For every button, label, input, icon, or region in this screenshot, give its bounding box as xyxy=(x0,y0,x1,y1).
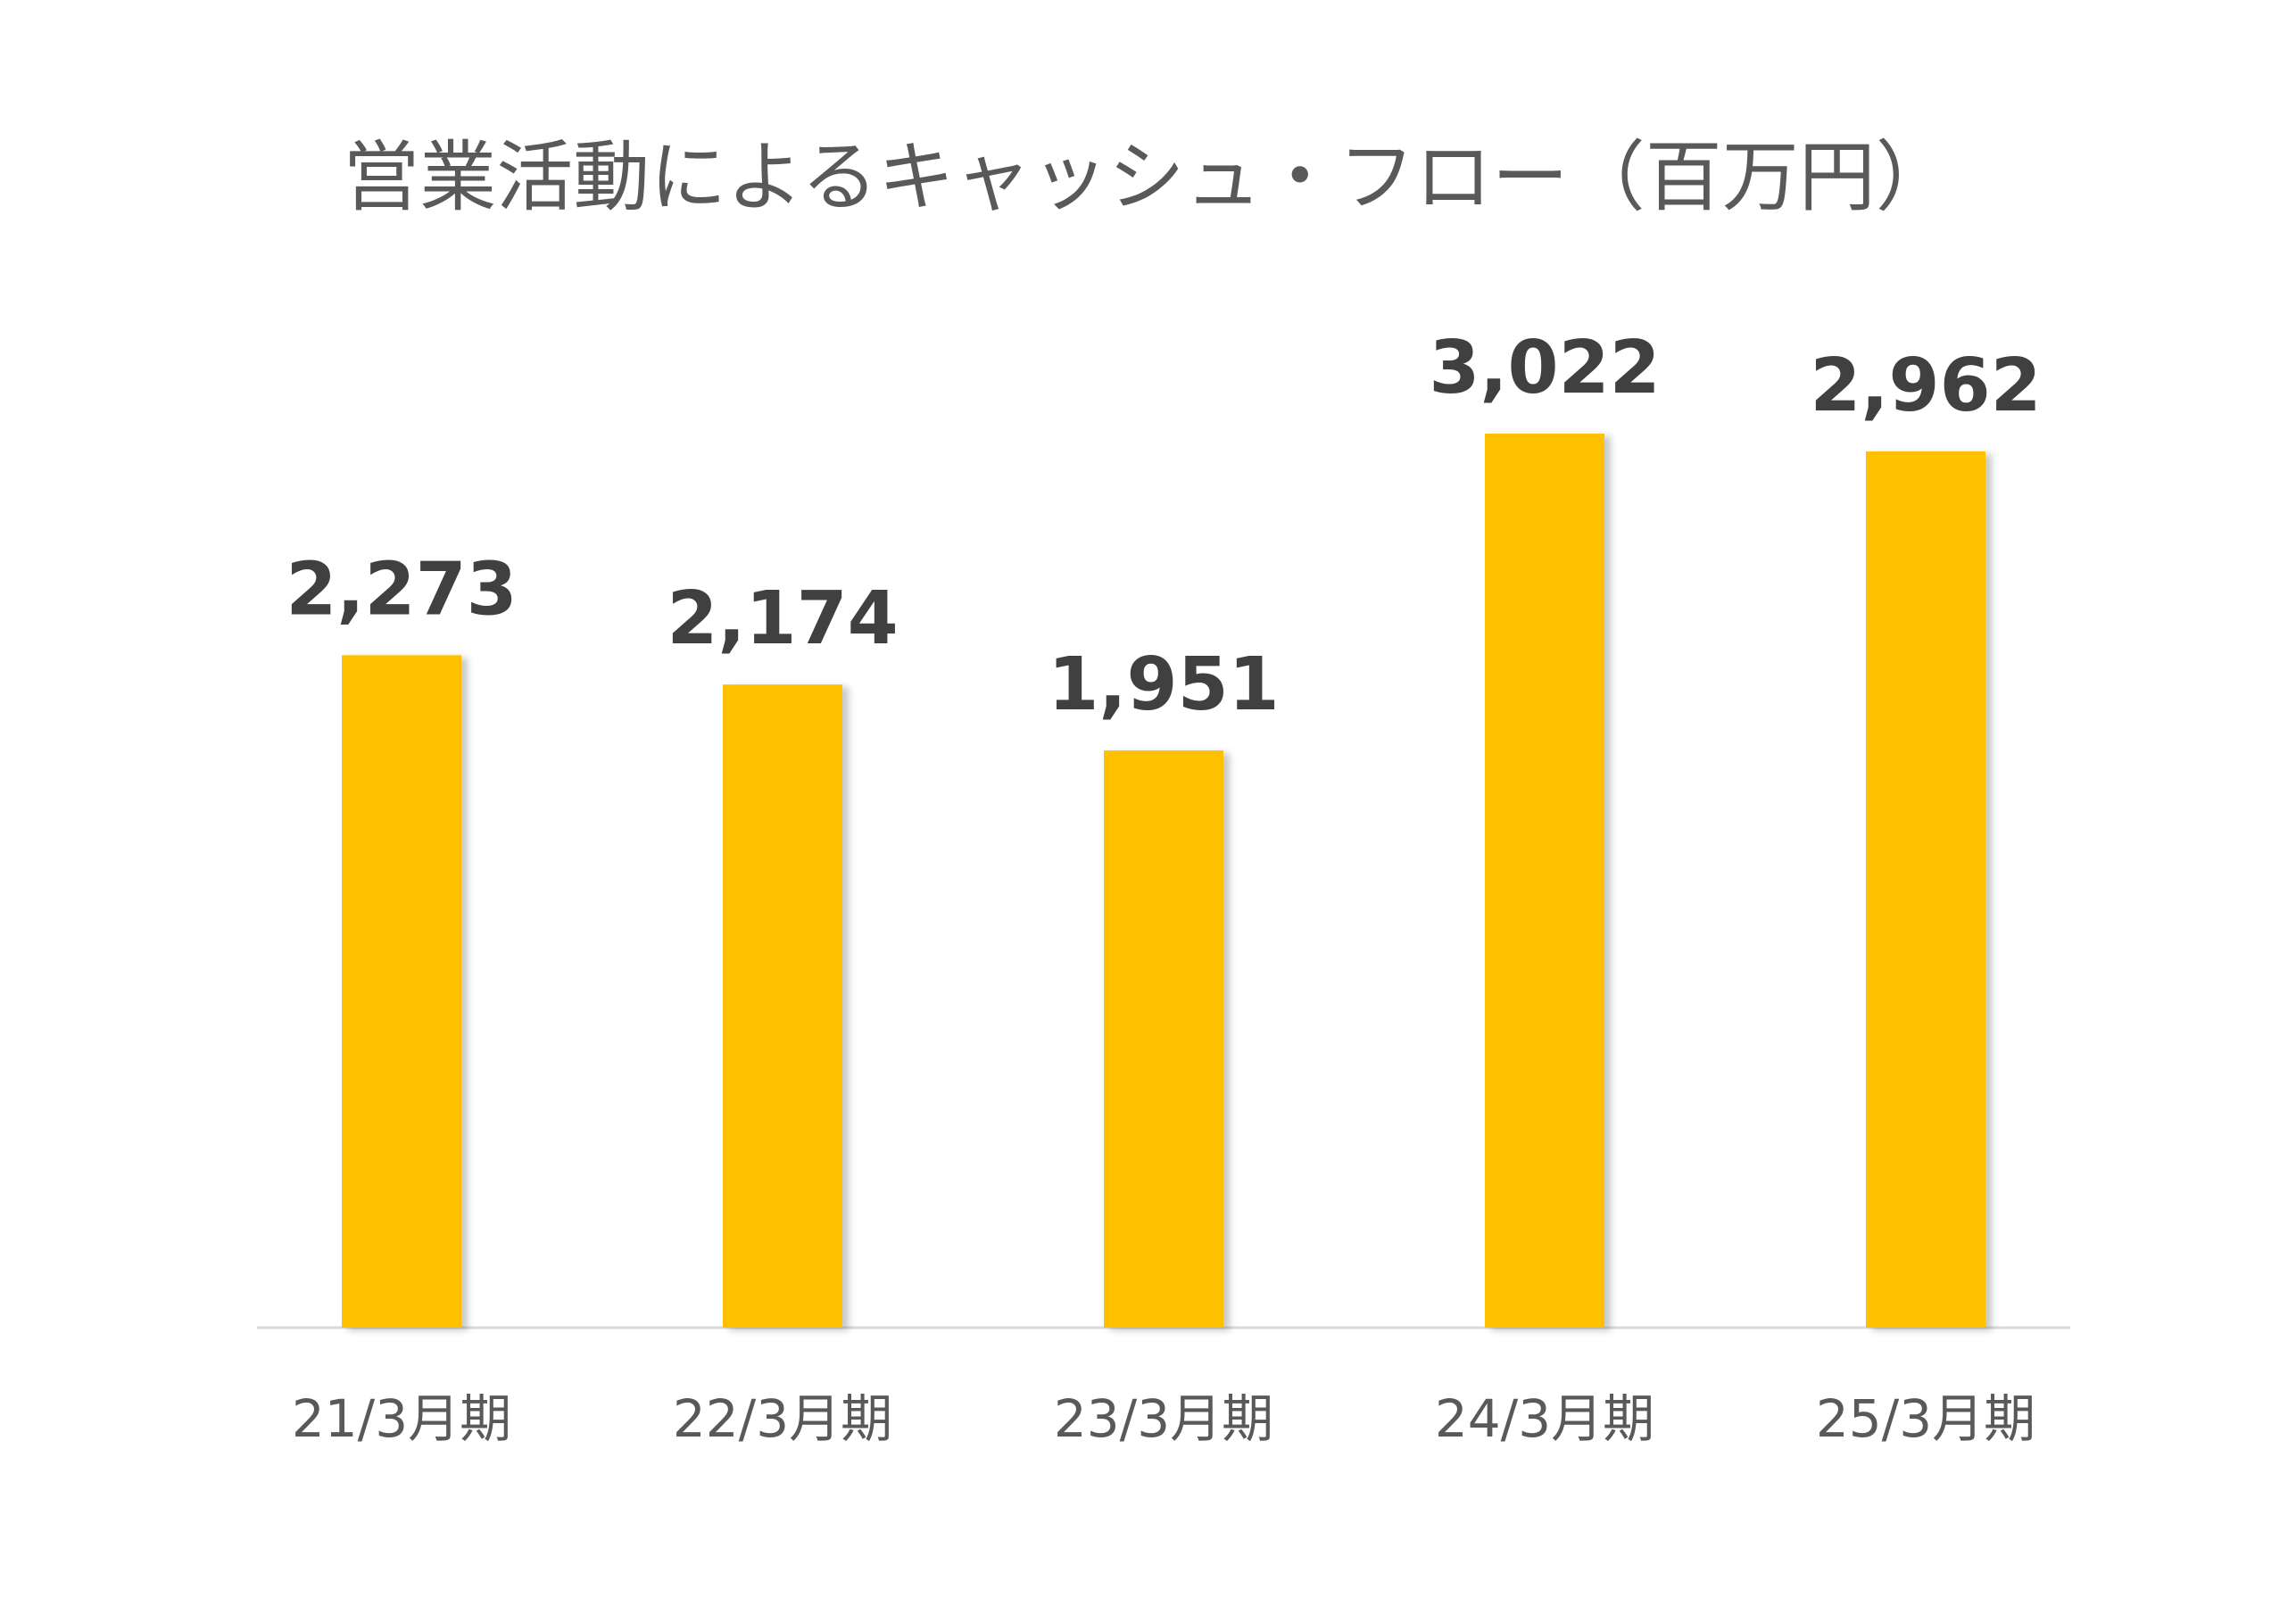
x-tick-label-group: 21/3月期 22/3月期 23/3月期 24/3月期 25/3月期 xyxy=(292,1388,2035,1449)
x-tick-label-5: 25/3月期 xyxy=(1816,1388,2035,1449)
bar-5 xyxy=(1866,451,1985,1328)
data-label-4: 3,022 xyxy=(1429,326,1660,410)
bar-4 xyxy=(1485,434,1604,1328)
data-label-3: 1,951 xyxy=(1048,642,1279,727)
bar-1 xyxy=(342,655,461,1328)
data-label-1: 2,273 xyxy=(286,547,517,632)
bar-3 xyxy=(1104,750,1223,1328)
bar-group xyxy=(342,434,1985,1328)
x-tick-label-4: 24/3月期 xyxy=(1435,1388,1654,1449)
bar-2 xyxy=(723,684,842,1328)
data-label-5: 2,962 xyxy=(1810,344,2041,428)
data-label-2: 2,174 xyxy=(667,576,898,661)
x-tick-label-1: 21/3月期 xyxy=(292,1388,511,1449)
data-label-group: 2,273 2,174 1,951 3,022 2,962 xyxy=(286,326,2041,727)
x-tick-label-3: 23/3月期 xyxy=(1054,1388,1273,1449)
x-tick-label-2: 22/3月期 xyxy=(673,1388,892,1449)
chart-title: 営業活動によるキャッシュ・フロー（百万円） xyxy=(343,133,1952,222)
